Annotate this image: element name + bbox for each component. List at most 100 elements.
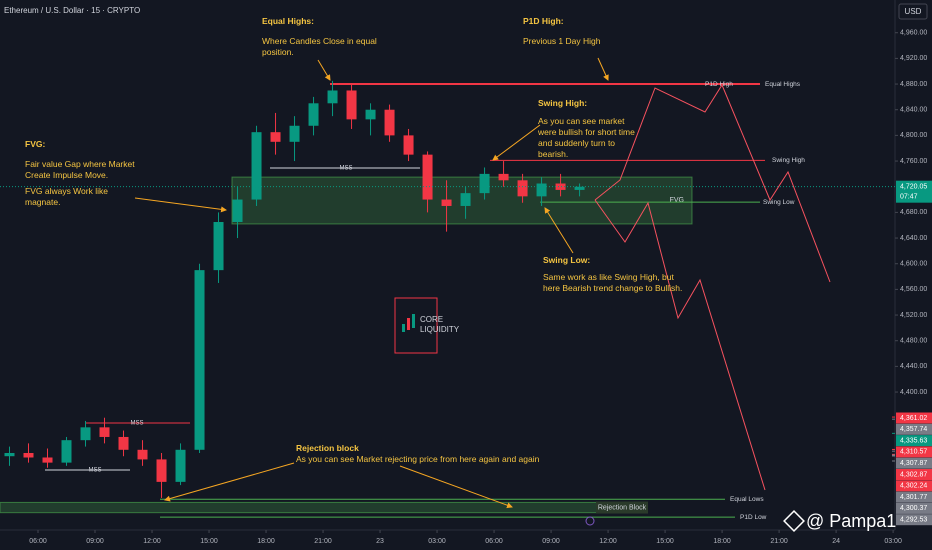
arrow bbox=[492, 124, 541, 161]
candle-body bbox=[498, 173, 509, 181]
axis-label-box bbox=[896, 491, 932, 503]
axis-label-box bbox=[896, 514, 932, 526]
y-tick-label: 4,440.00 bbox=[900, 363, 927, 370]
arrow bbox=[134, 197, 227, 213]
axis-label-box bbox=[896, 502, 932, 514]
currency: USD bbox=[905, 7, 922, 16]
candle-body bbox=[213, 222, 224, 271]
annotation-title: FVG: bbox=[25, 139, 46, 149]
candle-body bbox=[517, 180, 528, 197]
annotation-text: Fair value Gap where Market Create Impul… bbox=[25, 159, 135, 180]
x-tick-label: 21:00 bbox=[770, 538, 788, 545]
zone-label: Rejection Block bbox=[598, 504, 647, 511]
axis-label-box bbox=[896, 457, 932, 469]
y-tick-label: 4,840.00 bbox=[900, 107, 927, 114]
candle-body bbox=[4, 453, 15, 457]
candle-body bbox=[194, 270, 205, 450]
axis-label: 4,357.74 bbox=[900, 426, 927, 433]
x-tick-label: 15:00 bbox=[200, 538, 218, 545]
x-tick-label: 06:00 bbox=[29, 538, 47, 545]
logo-text: LIQUIDITY bbox=[420, 325, 460, 334]
watermark-icon bbox=[783, 510, 805, 532]
axis-label: 4,310.57 bbox=[900, 449, 927, 456]
x-tick-label: 09:00 bbox=[86, 538, 104, 545]
symbol-title: Ethereum / U.S. Dollar · 15 · CRYPTO bbox=[4, 6, 140, 15]
x-tick-label: 24 bbox=[832, 538, 840, 545]
logo-icon bbox=[402, 314, 415, 332]
axis-label-box bbox=[896, 423, 932, 435]
x-tick-label: 09:00 bbox=[542, 538, 560, 545]
candle-body bbox=[327, 90, 338, 104]
axis-label: 4,300.37 bbox=[900, 505, 927, 512]
candle-body bbox=[251, 132, 262, 200]
mss-label: MSS bbox=[339, 166, 352, 172]
y-tick-label: 4,600.00 bbox=[900, 261, 927, 268]
logo-box bbox=[394, 297, 438, 354]
y-tick-label: 4,960.00 bbox=[900, 30, 927, 37]
axis-label-box bbox=[896, 435, 932, 447]
mss-label: MSS bbox=[88, 468, 101, 474]
level-label: Swing Low bbox=[763, 199, 795, 206]
x-tick-label: 18:00 bbox=[713, 538, 731, 545]
arrow bbox=[544, 207, 574, 254]
y-tick-label: 4,880.00 bbox=[900, 81, 927, 88]
watermark: @ Pampa1 bbox=[806, 511, 896, 531]
y-tick-label: 4,800.00 bbox=[900, 132, 927, 139]
level-label: Equal Highs bbox=[765, 81, 801, 88]
candle-body bbox=[346, 90, 357, 120]
level-label: P1D High bbox=[705, 81, 733, 88]
axis-label: 4,307.87 bbox=[900, 460, 927, 467]
y-tick-label: 4,920.00 bbox=[900, 55, 927, 62]
mss-label: MSS bbox=[130, 421, 143, 427]
candle-body bbox=[270, 132, 281, 142]
clock-icon[interactable] bbox=[585, 516, 595, 526]
level-label: Equal Lows bbox=[730, 496, 764, 503]
currency-box[interactable] bbox=[898, 3, 928, 20]
axis-label: 4,335.63 bbox=[900, 437, 927, 444]
y-tick-label: 4,520.00 bbox=[900, 312, 927, 319]
candle-body bbox=[403, 135, 414, 155]
x-tick-label: 23 bbox=[376, 538, 384, 545]
x-tick-label: 03:00 bbox=[428, 538, 446, 545]
candle-body bbox=[289, 125, 300, 142]
x-tick-label: 18:00 bbox=[257, 538, 275, 545]
candle-body bbox=[384, 109, 395, 136]
annotation-title: Swing High: bbox=[538, 98, 588, 108]
countdown-label: 07:47 bbox=[900, 194, 918, 201]
y-tick-label: 4,400.00 bbox=[900, 389, 927, 396]
candle-body bbox=[555, 183, 566, 190]
axis-label: 4,361.02 bbox=[900, 415, 927, 422]
y-tick-label: 4,480.00 bbox=[900, 338, 927, 345]
x-tick-label: 03:00 bbox=[884, 538, 902, 545]
candle-body bbox=[175, 449, 186, 482]
candle-body bbox=[574, 186, 585, 190]
annotation-text: As you can see Market rejecting price fr… bbox=[296, 454, 540, 464]
annotation-text: FVG always Work like magnate. bbox=[25, 186, 108, 207]
candle-body bbox=[308, 103, 319, 126]
candle-body bbox=[479, 173, 490, 194]
candle-body bbox=[42, 457, 53, 463]
axis-label: 4,302.24 bbox=[900, 483, 927, 490]
arrow bbox=[317, 59, 331, 81]
y-tick-label: 4,640.00 bbox=[900, 235, 927, 242]
axis-label-box bbox=[896, 412, 932, 424]
arrow bbox=[597, 57, 609, 81]
projection-path bbox=[594, 199, 766, 491]
x-tick-label: 06:00 bbox=[485, 538, 503, 545]
axis-label-box bbox=[896, 446, 932, 458]
candle-body bbox=[422, 154, 433, 200]
candle-body bbox=[137, 449, 148, 460]
x-tick-label: 12:00 bbox=[599, 538, 617, 545]
axis-label: 4,302.87 bbox=[900, 471, 927, 478]
zone bbox=[0, 501, 646, 514]
current-price-box bbox=[896, 180, 932, 203]
level-label: Swing High bbox=[772, 157, 805, 164]
candle-body bbox=[460, 193, 471, 206]
axis-label: 4,301.77 bbox=[900, 494, 927, 501]
annotation-title: Equal Highs: bbox=[262, 16, 314, 26]
candle-body bbox=[118, 436, 129, 450]
annotation-text: Where Candles Close in equal position. bbox=[262, 36, 377, 57]
zone-label: FVG bbox=[670, 197, 684, 204]
x-tick-label: 12:00 bbox=[143, 538, 161, 545]
